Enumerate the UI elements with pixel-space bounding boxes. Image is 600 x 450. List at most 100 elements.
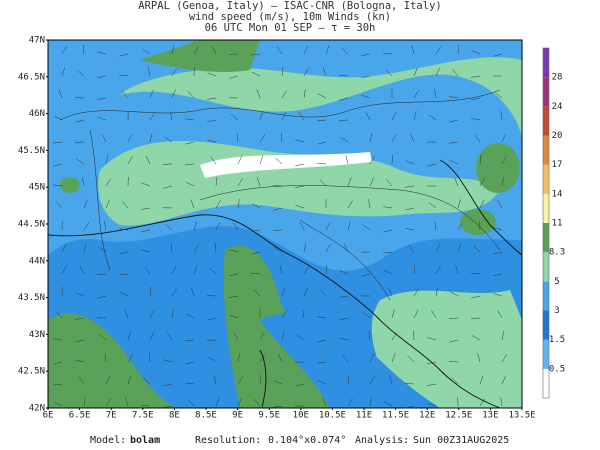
wind-barb <box>457 45 459 55</box>
wind-barb <box>450 291 459 297</box>
colorbar-label: 8.3 <box>549 248 565 258</box>
wind-barb <box>455 265 459 275</box>
wind-barb <box>103 221 107 231</box>
wind-barb <box>276 46 283 55</box>
wind-barb <box>119 228 129 231</box>
wind-barb <box>493 227 503 231</box>
wind-barb <box>471 97 481 101</box>
footer-value: 0.104°x0.074° <box>268 435 346 446</box>
lat-label: 43N <box>29 330 45 340</box>
wind-barb <box>427 163 437 167</box>
wind-barb <box>213 375 217 385</box>
wind-barb <box>493 53 503 57</box>
wind-barb <box>325 244 331 253</box>
lat-label: 45N <box>29 183 45 193</box>
wind-barb <box>207 295 217 297</box>
lon-label: 12.5E <box>445 411 472 421</box>
wind-barb <box>190 199 195 209</box>
wind-barb <box>98 246 107 253</box>
wind-barb <box>163 405 173 408</box>
wind-barb <box>185 382 195 385</box>
wind-barb <box>339 119 349 121</box>
wind-barb <box>361 94 371 99</box>
wind-barb <box>281 111 287 121</box>
wind-barb <box>259 155 264 165</box>
wind-barb <box>303 89 306 99</box>
wind-barb <box>164 224 173 231</box>
colorbar: 0.5 1.5 3 5 8.3 11 14 17 20 24 28 <box>542 47 565 399</box>
wind-barb <box>477 353 481 363</box>
wind-barb <box>405 185 415 188</box>
wind-barb <box>259 375 261 385</box>
wind-barb <box>104 353 107 363</box>
wind-barb <box>317 316 327 319</box>
wind-barb <box>413 90 420 99</box>
wind-barb <box>317 162 327 165</box>
lat-label: 44.5N <box>18 220 45 230</box>
wind-barb <box>391 309 395 319</box>
wind-barb <box>317 141 327 145</box>
footer-label: Analysis: <box>355 435 409 446</box>
wind-barb <box>431 310 437 319</box>
wind-barbs <box>53 45 507 409</box>
wind-barb <box>501 177 504 187</box>
wind-barb <box>121 91 129 99</box>
wind-barb <box>125 397 129 407</box>
wind-barb <box>501 375 506 385</box>
wind-barb <box>383 251 393 254</box>
wind-barb <box>81 177 85 187</box>
wind-barb <box>325 45 330 55</box>
wind-barb <box>237 178 243 187</box>
wind-barb <box>391 155 393 165</box>
lon-label: 11.5E <box>382 411 409 421</box>
wind-barb <box>299 221 305 231</box>
wind-barb <box>361 53 371 57</box>
wind-barb <box>171 45 175 55</box>
wind-barb <box>472 335 481 341</box>
wind-barb <box>479 178 485 187</box>
wind-barb <box>339 338 349 341</box>
wind-barb <box>347 221 351 231</box>
wind-barb <box>149 133 153 143</box>
wind-barb <box>127 375 132 385</box>
wind-barb <box>185 339 195 342</box>
wind-barb <box>434 89 437 99</box>
wind-barb <box>251 53 261 56</box>
wind-barb <box>323 67 327 77</box>
wind-barb <box>410 133 415 143</box>
wind-barb <box>55 311 63 319</box>
colorbar-segment <box>543 193 549 223</box>
wind-barb <box>274 247 283 253</box>
wind-barb <box>83 222 90 231</box>
wind-barb <box>479 375 484 385</box>
wind-barb <box>105 178 112 187</box>
wind-barb <box>253 289 261 297</box>
wind-barb <box>384 401 393 407</box>
wind-barb <box>275 157 283 165</box>
lon-label: 7.5E <box>132 411 154 421</box>
wind-barb <box>457 243 462 253</box>
colorbar-segment <box>543 77 549 107</box>
wind-barb <box>405 160 415 165</box>
wind-barb <box>281 67 284 77</box>
wind-barb <box>369 177 374 187</box>
wind-barb <box>471 118 481 121</box>
wind-barb <box>435 46 441 55</box>
lon-label: 10.5E <box>319 411 346 421</box>
wind-barb <box>471 273 481 275</box>
wind-barb <box>347 177 352 187</box>
wind-barb <box>230 114 239 121</box>
wind-barb <box>449 361 459 363</box>
wind-barb <box>98 334 107 341</box>
wind-barb <box>320 288 327 297</box>
wind-barb <box>187 91 195 99</box>
wind-barb <box>303 68 309 77</box>
wind-barb <box>53 338 63 341</box>
wind-barb <box>259 134 266 143</box>
wind-barb <box>474 134 481 143</box>
wind-barb <box>207 317 217 321</box>
lon-label: 6E <box>43 411 54 421</box>
wind-barb <box>78 376 85 385</box>
wind-barb <box>325 221 331 231</box>
colorbar-label: 17 <box>552 160 563 170</box>
